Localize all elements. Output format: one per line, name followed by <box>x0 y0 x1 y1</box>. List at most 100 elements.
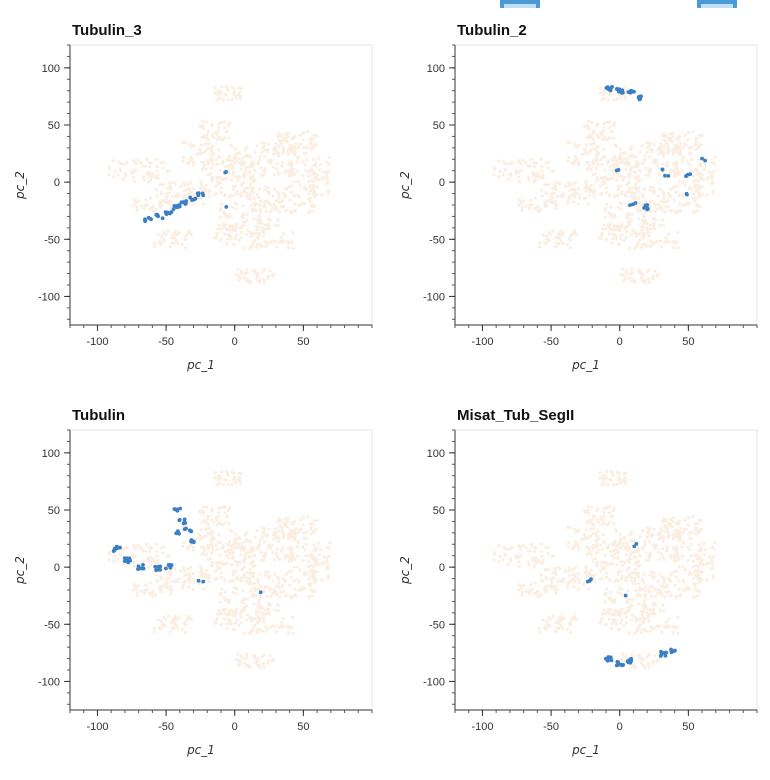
background-point <box>216 532 221 537</box>
background-point <box>576 545 581 549</box>
background-point <box>623 96 628 101</box>
background-point <box>602 89 607 93</box>
background-point <box>710 171 714 175</box>
background-point <box>552 576 556 580</box>
highlight-point <box>632 544 637 549</box>
background-point <box>213 86 217 90</box>
x-tick-label: 50 <box>682 721 694 733</box>
background-point <box>577 528 581 532</box>
background-point <box>239 620 243 625</box>
background-point <box>573 574 577 578</box>
background-point <box>186 182 190 187</box>
background-point <box>604 186 608 190</box>
background-point <box>320 193 324 197</box>
background-point <box>288 172 292 176</box>
background-point <box>497 544 501 548</box>
background-point <box>620 222 624 226</box>
background-point <box>266 607 271 611</box>
background-point <box>317 541 321 546</box>
background-point <box>156 618 160 622</box>
background-point <box>634 619 638 623</box>
background-point <box>309 563 313 567</box>
background-point <box>154 592 158 597</box>
background-point <box>620 545 624 549</box>
background-point <box>604 611 608 616</box>
background-point <box>697 163 701 167</box>
background-point <box>619 481 623 485</box>
background-point <box>553 570 557 574</box>
y-tick-label: -50 <box>429 619 445 631</box>
background-point <box>325 177 329 181</box>
background-point <box>249 562 253 566</box>
background-point <box>671 533 675 537</box>
background-point <box>526 549 530 553</box>
background-point <box>643 233 647 237</box>
top-tab-1[interactable] <box>500 0 540 8</box>
background-point <box>214 176 219 180</box>
background-point <box>259 551 263 555</box>
background-point <box>272 172 277 176</box>
background-point <box>301 559 305 563</box>
background-point <box>686 202 691 206</box>
background-point <box>235 618 239 622</box>
background-point <box>626 173 630 178</box>
background-point <box>315 558 319 562</box>
background-point <box>637 196 641 201</box>
background-point <box>646 662 650 666</box>
background-point <box>661 539 665 543</box>
background-point <box>614 579 618 583</box>
background-point <box>239 86 243 91</box>
background-point <box>269 595 273 599</box>
background-point <box>273 624 278 628</box>
background-point <box>305 145 309 149</box>
background-point <box>280 240 284 244</box>
background-point <box>622 278 626 283</box>
background-point <box>533 171 537 175</box>
background-point <box>234 569 238 573</box>
background-point <box>710 174 714 178</box>
background-point <box>162 545 166 549</box>
highlight-point <box>224 169 229 174</box>
background-point <box>598 192 603 196</box>
background-point <box>172 241 176 245</box>
background-point <box>608 562 612 566</box>
background-point <box>233 156 237 161</box>
background-point <box>595 145 599 149</box>
background-point <box>260 525 264 530</box>
background-point <box>681 193 685 197</box>
background-point <box>571 162 575 166</box>
background-point <box>261 662 265 666</box>
background-point <box>639 202 643 206</box>
background-point <box>645 525 649 530</box>
background-point <box>273 530 278 534</box>
background-point <box>692 596 696 600</box>
background-point <box>677 134 682 139</box>
background-point <box>637 571 641 575</box>
background-point <box>655 659 660 663</box>
top-tab-2[interactable] <box>697 0 737 8</box>
background-point <box>656 165 660 169</box>
background-point <box>146 558 151 563</box>
background-point <box>711 191 715 195</box>
background-point <box>587 163 592 167</box>
background-point <box>251 174 255 178</box>
background-point <box>591 546 596 551</box>
background-point <box>263 227 268 231</box>
background-point <box>652 543 656 547</box>
background-point <box>697 145 701 149</box>
background-point <box>608 120 612 124</box>
background-point <box>503 552 507 556</box>
chart-panel-4: Misat_Tub_SegII -100 -50 0 50 100 50 0 -50 -100 pc… <box>385 385 770 770</box>
background-point <box>608 126 612 130</box>
background-point <box>598 86 602 90</box>
background-point <box>122 562 126 566</box>
background-point <box>228 154 232 158</box>
background-point <box>277 131 281 136</box>
background-point <box>232 627 237 632</box>
background-point <box>700 558 704 562</box>
background-point <box>238 475 242 480</box>
background-point <box>292 193 296 198</box>
background-point <box>692 192 696 196</box>
background-point <box>566 544 570 548</box>
background-point <box>641 162 645 166</box>
